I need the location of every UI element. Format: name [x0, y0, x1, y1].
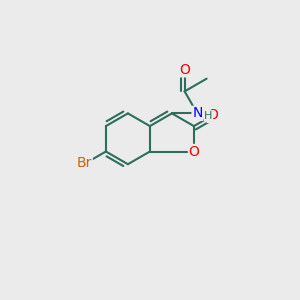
Text: O: O	[188, 145, 199, 158]
Text: Br: Br	[77, 156, 92, 170]
Text: O: O	[179, 63, 190, 77]
Text: O: O	[207, 108, 218, 122]
Text: H: H	[204, 111, 213, 121]
Text: N: N	[192, 106, 202, 120]
